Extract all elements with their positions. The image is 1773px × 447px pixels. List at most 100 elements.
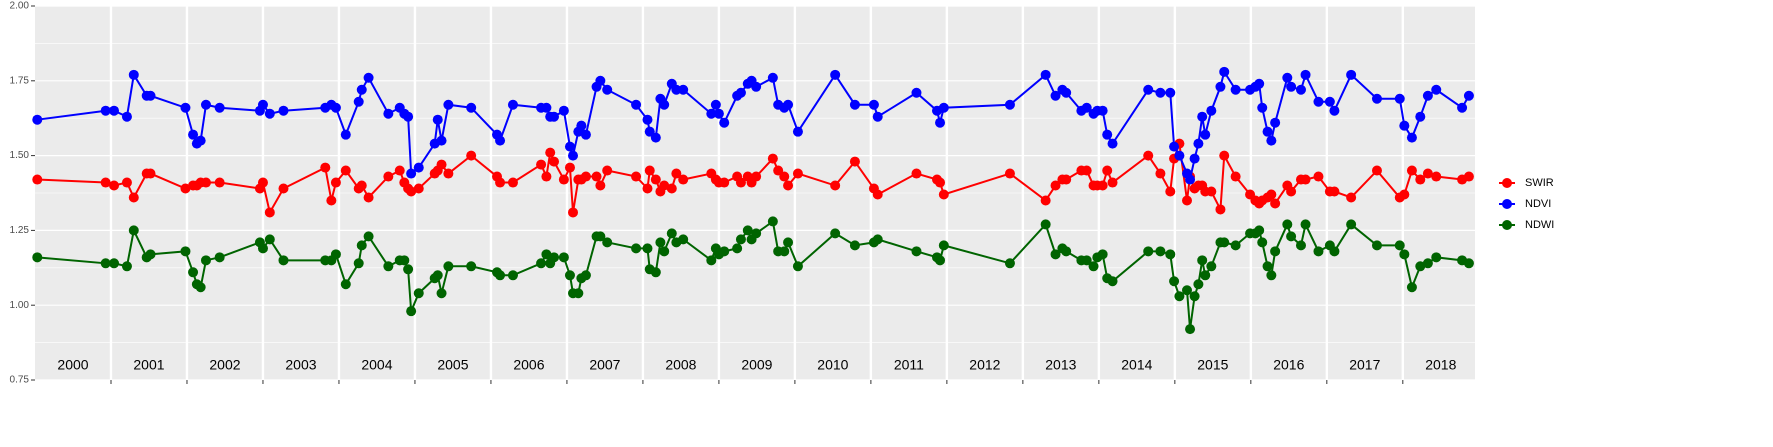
point (1097, 105, 1108, 116)
point (436, 288, 447, 299)
point (642, 243, 653, 254)
point (1189, 153, 1200, 164)
point (1189, 291, 1200, 302)
point (1282, 72, 1293, 83)
point (642, 114, 653, 125)
point (1165, 87, 1176, 98)
point (495, 135, 506, 146)
point (121, 111, 132, 122)
point (466, 261, 477, 272)
point (830, 69, 841, 80)
point (1262, 126, 1273, 137)
point (180, 246, 191, 257)
point (576, 120, 587, 131)
point (1457, 102, 1468, 113)
point (872, 189, 883, 200)
point (214, 177, 225, 188)
point (443, 168, 454, 179)
y-tick-label: 1.50 (10, 150, 30, 161)
point (1143, 246, 1154, 257)
point (1169, 276, 1180, 287)
legend-key-point (1502, 178, 1512, 188)
point (1230, 84, 1241, 95)
point (558, 252, 569, 263)
point (1399, 189, 1410, 200)
point (394, 165, 405, 176)
point (1107, 177, 1118, 188)
point (340, 129, 351, 140)
point (1329, 186, 1340, 197)
point (1155, 246, 1166, 257)
point (1169, 141, 1180, 152)
point (659, 99, 670, 110)
point (1254, 78, 1265, 89)
point (1081, 165, 1092, 176)
y-tick-label: 1.25 (10, 225, 30, 236)
point (1282, 219, 1293, 230)
point (536, 159, 547, 170)
point (406, 306, 417, 317)
point (32, 174, 43, 185)
point (443, 99, 454, 110)
year-label: 2006 (513, 357, 544, 373)
point (1431, 171, 1442, 182)
point (549, 111, 560, 122)
year-label: 2009 (741, 357, 772, 373)
point (1371, 240, 1382, 251)
point (872, 234, 883, 245)
point (1097, 180, 1108, 191)
point (742, 225, 753, 236)
point (1155, 168, 1166, 179)
point (1463, 171, 1474, 182)
point (1346, 192, 1357, 203)
year-label: 2007 (589, 357, 620, 373)
point (735, 87, 746, 98)
point (278, 255, 289, 266)
point (792, 261, 803, 272)
point (1004, 258, 1015, 269)
point (1406, 165, 1417, 176)
point (1165, 186, 1176, 197)
point (735, 177, 746, 188)
point (1300, 174, 1311, 185)
point (1463, 90, 1474, 101)
point (145, 249, 156, 260)
point (1270, 246, 1281, 257)
point (580, 270, 591, 281)
point (541, 171, 552, 182)
point (541, 102, 552, 113)
point (595, 231, 606, 242)
point (706, 108, 717, 119)
point (403, 264, 414, 275)
point (751, 228, 762, 239)
point (1295, 84, 1306, 95)
point (541, 249, 552, 260)
point (1097, 249, 1108, 260)
year-label: 2010 (817, 357, 848, 373)
point (678, 234, 689, 245)
point (631, 99, 642, 110)
point (1200, 270, 1211, 281)
point (432, 114, 443, 125)
point (1197, 255, 1208, 266)
point (1004, 99, 1015, 110)
point (549, 156, 560, 167)
point (849, 156, 860, 167)
point (568, 150, 579, 161)
point (568, 207, 579, 218)
point (666, 228, 677, 239)
point (1230, 240, 1241, 251)
point (200, 255, 211, 266)
point (100, 105, 111, 116)
point (180, 102, 191, 113)
point (340, 165, 351, 176)
point (1415, 111, 1426, 122)
year-label: 2016 (1273, 357, 1304, 373)
point (121, 177, 132, 188)
year-label: 2001 (133, 357, 164, 373)
y-tick-label: 1.00 (10, 300, 30, 311)
point (564, 270, 575, 281)
point (602, 165, 613, 176)
point (1257, 102, 1268, 113)
point (1286, 186, 1297, 197)
